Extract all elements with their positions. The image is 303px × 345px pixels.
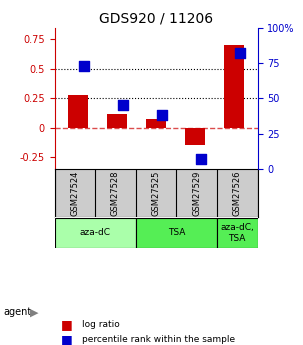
Point	[82, 63, 86, 69]
Text: GSM27525: GSM27525	[152, 170, 161, 216]
Point	[120, 102, 125, 108]
Text: agent: agent	[3, 307, 31, 317]
Text: percentile rank within the sample: percentile rank within the sample	[82, 335, 235, 344]
Text: GSM27528: GSM27528	[111, 170, 120, 216]
FancyBboxPatch shape	[217, 218, 258, 248]
Bar	[224, 45, 244, 128]
Text: GSM27524: GSM27524	[70, 170, 79, 216]
FancyBboxPatch shape	[136, 218, 217, 248]
Text: TSA: TSA	[168, 228, 185, 237]
Text: GSM27526: GSM27526	[233, 170, 242, 216]
Bar	[185, 128, 205, 145]
Point	[238, 50, 242, 56]
Bar	[107, 114, 127, 128]
FancyBboxPatch shape	[55, 218, 136, 248]
Text: GSM27529: GSM27529	[192, 170, 201, 216]
Point	[159, 112, 164, 118]
Bar	[68, 95, 88, 128]
Text: ■: ■	[61, 318, 72, 331]
Title: GDS920 / 11206: GDS920 / 11206	[99, 11, 213, 25]
Point	[198, 156, 203, 162]
Text: aza-dC,
TSA: aza-dC, TSA	[220, 223, 254, 243]
Text: ■: ■	[61, 333, 72, 345]
Bar	[146, 119, 166, 128]
Text: ▶: ▶	[30, 307, 39, 317]
Text: log ratio: log ratio	[82, 320, 120, 329]
Text: aza-dC: aza-dC	[80, 228, 111, 237]
